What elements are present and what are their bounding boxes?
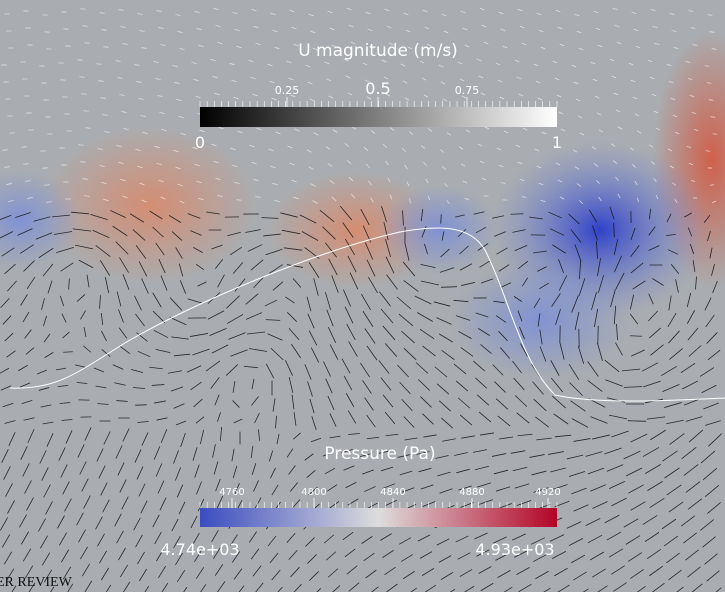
colorbar-tick-label: 0.75: [455, 84, 480, 97]
colorbar-title: U magnitude (m/s): [298, 41, 458, 61]
colorbar: [200, 107, 557, 127]
vector-glyph: [706, 151, 710, 152]
colorbar-tick-label: 4800: [301, 487, 326, 498]
vector-glyph: [441, 214, 442, 223]
colorbar-tick-label: 4880: [459, 487, 484, 498]
colorbar-tick-label: 4920: [535, 487, 560, 498]
vector-glyph: [80, 162, 85, 163]
colorbar-tick-label: 4760: [219, 487, 244, 498]
flow-visualization: U magnitude (m/s) 0 1 0.25 0.5 0.75 Pressu…: [0, 0, 725, 592]
colorbar-title: Pressure (Pa): [324, 444, 435, 464]
colorbar-tick-label: 4840: [380, 487, 405, 498]
vector-glyph: [236, 200, 241, 201]
colorbar-max-label: 4.93e+03: [475, 540, 554, 559]
colorbar-tick-label: 0.5: [365, 79, 390, 98]
colorbar: [200, 508, 557, 527]
colorbar-min-label: 0: [195, 133, 205, 152]
vector-glyph: [710, 185, 714, 186]
watermark: ER REVIEW: [0, 575, 73, 590]
vector-glyph: [99, 13, 104, 14]
colorbar-tick-label: 0.25: [275, 84, 300, 97]
vector-glyph: [85, 128, 90, 129]
colorbar-max-label: 1: [552, 133, 562, 152]
colorbar-min-label: 4.74e+03: [160, 540, 239, 559]
pressure-blob: [380, 185, 500, 275]
